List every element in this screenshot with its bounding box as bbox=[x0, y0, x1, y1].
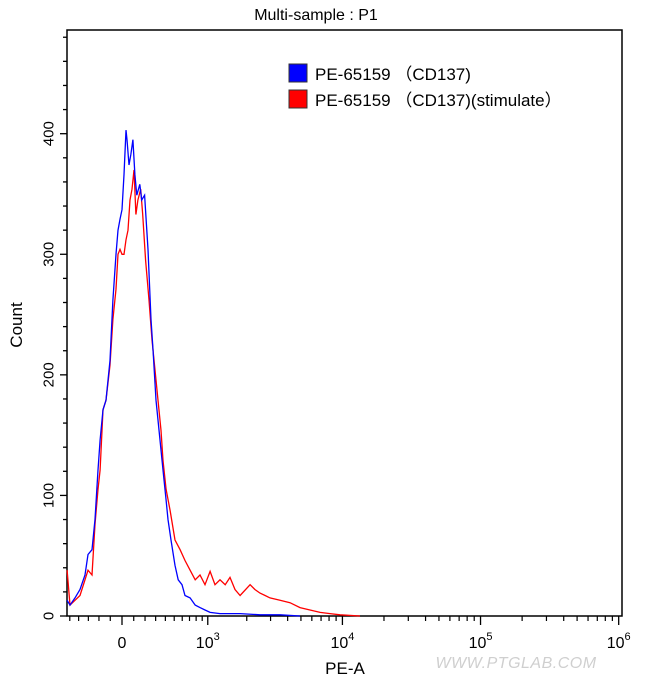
series-line-0 bbox=[66, 130, 301, 617]
y-tick-label: 300 bbox=[40, 242, 57, 267]
series-line-1 bbox=[66, 169, 361, 617]
x-tick-exponent: 4 bbox=[348, 631, 354, 643]
x-tick-label: 106 bbox=[607, 631, 631, 652]
y-tick-label: 200 bbox=[40, 362, 57, 387]
x-tick-exponent: 5 bbox=[486, 631, 492, 643]
legend-swatch-blue bbox=[288, 63, 308, 83]
legend: PE-65159 （CD137) PE-65159 （CD137)(stimul… bbox=[288, 63, 562, 110]
x-tick-label: 105 bbox=[469, 631, 493, 652]
y-tick-label: 400 bbox=[40, 121, 57, 146]
plot-frame bbox=[66, 29, 623, 617]
x-tick-exponent: 3 bbox=[214, 631, 220, 643]
y-tick-label: 0 bbox=[40, 612, 57, 620]
y-axis-label: Count bbox=[7, 302, 26, 348]
y-tick-label: 100 bbox=[40, 483, 57, 508]
x-axis-label: PE-A bbox=[325, 659, 365, 678]
watermark: WWW.PTGLAB.COM bbox=[435, 655, 596, 672]
x-tick-exponent: 6 bbox=[625, 631, 631, 643]
x-tick-label: 0 bbox=[118, 635, 127, 652]
legend-swatch-red bbox=[288, 89, 308, 109]
x-tick-label: 103 bbox=[196, 631, 220, 652]
axis-layer: 0 100 200 300 400 0 103 104 105 106 bbox=[40, 36, 631, 652]
x-tick-label: 104 bbox=[330, 631, 354, 652]
legend-label-1: PE-65159 （CD137)(stimulate） bbox=[315, 91, 562, 110]
series-layer bbox=[66, 130, 361, 617]
chart-title: Multi-sample : P1 bbox=[254, 7, 378, 24]
legend-label-0: PE-65159 （CD137) bbox=[315, 65, 471, 84]
